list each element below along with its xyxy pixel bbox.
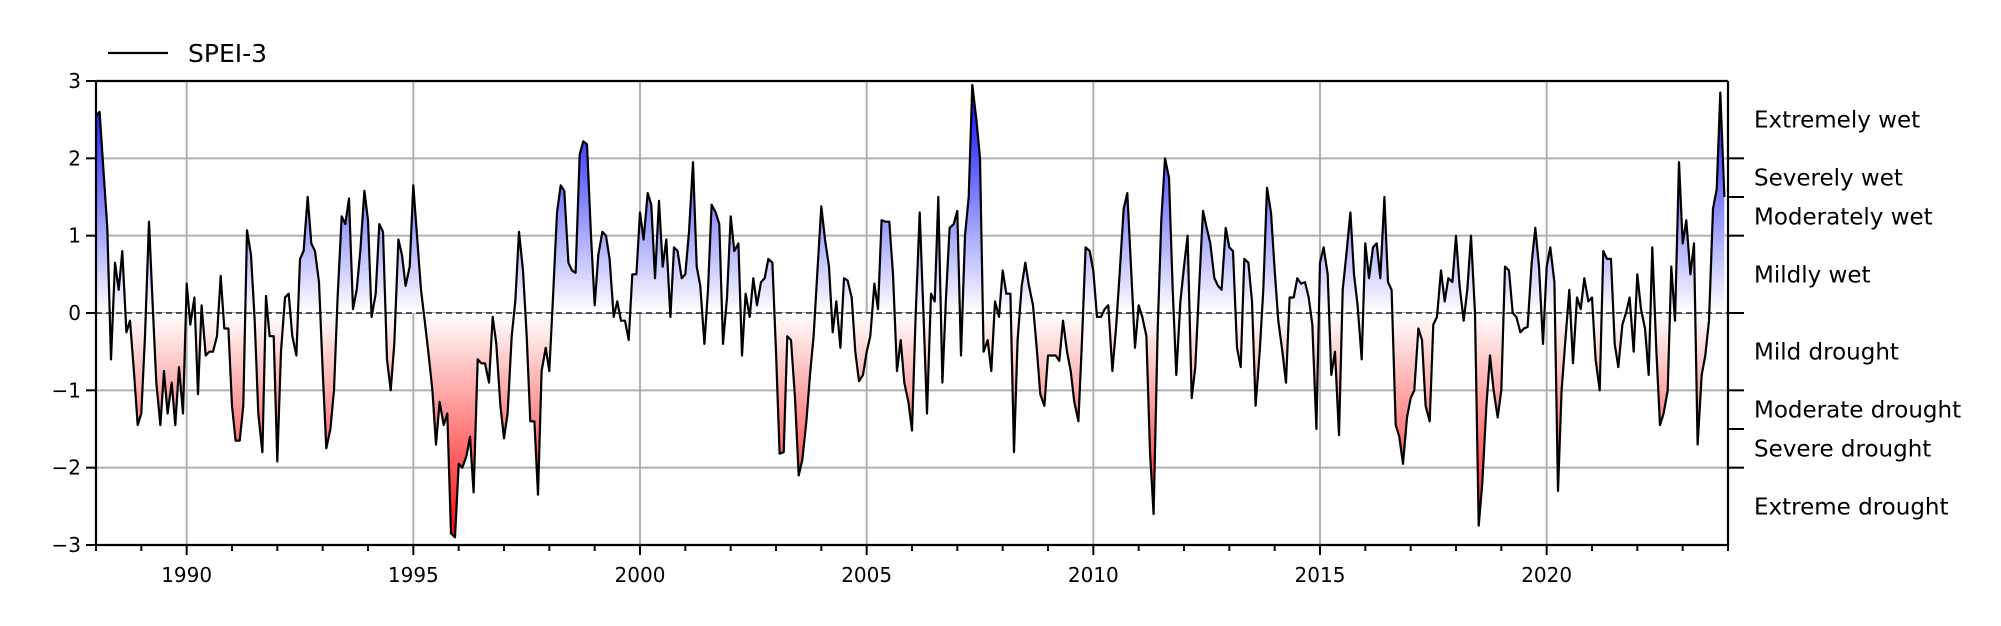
class-label-moderately-wet: Moderately wet bbox=[1754, 204, 1933, 230]
y-tick-label-4: −1 bbox=[52, 378, 81, 402]
x-tick-label-2020: 2020 bbox=[1521, 563, 1572, 587]
y-axis-ticks: 3 2 1 0 −1 −2 −3 bbox=[52, 69, 1744, 557]
area-fills bbox=[96, 84, 1725, 538]
y-tick-label-5: −2 bbox=[52, 456, 81, 480]
x-tick-label-2005: 2005 bbox=[841, 563, 892, 587]
x-tick-label-1990: 1990 bbox=[161, 563, 212, 587]
class-label-extremely-wet: Extremely wet bbox=[1754, 108, 1920, 134]
x-tick-label-2015: 2015 bbox=[1295, 563, 1346, 587]
y-tick-label-3: 0 bbox=[68, 301, 81, 325]
legend-label: SPEI-3 bbox=[188, 39, 267, 68]
y-tick-label-6: −3 bbox=[52, 533, 81, 557]
class-label-mild-drought: Mild drought bbox=[1754, 340, 1899, 366]
x-axis-ticks: 1990 1995 2000 2005 2010 2015 2020 bbox=[95, 545, 1729, 587]
class-label-extreme-drought: Extreme drought bbox=[1754, 494, 1949, 520]
class-labels: Extremely wet Severely wet Moderately wet M… bbox=[1754, 108, 1961, 521]
y-tick-label-2: 1 bbox=[68, 224, 81, 248]
x-tick-label-2000: 2000 bbox=[615, 563, 666, 587]
x-tick-label-2010: 2010 bbox=[1068, 563, 1119, 587]
y-tick-label-1: 2 bbox=[68, 146, 81, 170]
x-tick-label-1995: 1995 bbox=[388, 563, 439, 587]
class-label-moderate-drought: Moderate drought bbox=[1754, 398, 1961, 424]
class-label-severe-drought: Severe drought bbox=[1754, 436, 1931, 462]
spei-3-series-line bbox=[95, 83, 1726, 539]
class-label-mildly-wet: Mildly wet bbox=[1754, 262, 1871, 288]
legend: SPEI-3 bbox=[108, 39, 267, 68]
class-label-severely-wet: Severely wet bbox=[1754, 166, 1903, 192]
y-tick-label-0: 3 bbox=[68, 69, 81, 93]
